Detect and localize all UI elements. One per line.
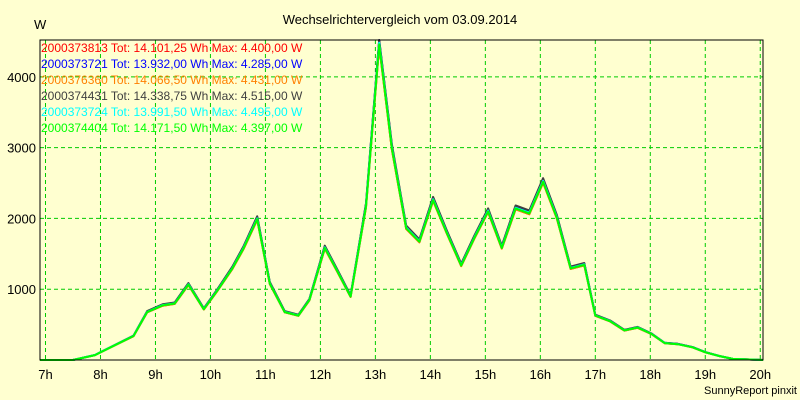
grid: [40, 40, 763, 360]
y-tick-label: 2000: [7, 211, 36, 226]
x-tick-label: 12h: [310, 367, 332, 382]
legend-entry-2000373724: 2000373724 Tot: 13.991,50 Wh Max: 4.495,…: [41, 105, 303, 119]
x-tick-label: 19h: [694, 367, 716, 382]
legend-entry-2000376360: 2000376360 Tot: 14.066,50 Wh Max: 4.431,…: [41, 73, 303, 87]
x-tick-label: 9h: [148, 367, 162, 382]
x-tick-label: 8h: [93, 367, 107, 382]
legend-entry-2000373721: 2000373721 Tot: 13.932,00 Wh Max: 4.285,…: [41, 57, 303, 71]
chart-title: Wechselrichtervergleich vom 03.09.2014: [283, 12, 518, 27]
y-axis-label: W: [34, 17, 47, 32]
legend-entry-2000374404: 2000374404 Tot: 14.171,50 Wh Max: 4.397,…: [41, 121, 303, 135]
x-tick-label: 14h: [420, 367, 442, 382]
series-lines: [40, 39, 764, 361]
y-tick-label: 1000: [7, 282, 36, 297]
series-line-2000374404: [40, 43, 764, 361]
axis-ticks: 7h 8h 9h 10h 11h 12h 13h 14h 15h 16h 17h 18h 19h 20h 1…: [7, 70, 771, 382]
x-tick-label: 15h: [474, 367, 496, 382]
x-tick-label: 16h: [529, 367, 551, 382]
x-tick-label: 18h: [639, 367, 661, 382]
x-tick-label: 20h: [749, 367, 771, 382]
plot-frame: [39, 39, 764, 361]
legend: 2000373813 Tot: 14.101,25 Wh Max: 4.400,…: [41, 41, 303, 135]
footer-credit: SunnyReport pinxit: [704, 385, 797, 397]
legend-entry-2000373813: 2000373813 Tot: 14.101,25 Wh Max: 4.400,…: [41, 41, 303, 55]
x-tick-label: 10h: [200, 367, 222, 382]
y-tick-label: 3000: [7, 141, 36, 156]
y-tick-label: 4000: [7, 70, 36, 85]
legend-entry-2000374431: 2000374431 Tot: 14.338,75 Wh Max: 4.515,…: [41, 89, 303, 103]
x-tick-label: 7h: [38, 367, 52, 382]
x-tick-label: 13h: [365, 367, 387, 382]
x-tick-label: 11h: [255, 367, 276, 382]
x-tick-label: 17h: [584, 367, 606, 382]
